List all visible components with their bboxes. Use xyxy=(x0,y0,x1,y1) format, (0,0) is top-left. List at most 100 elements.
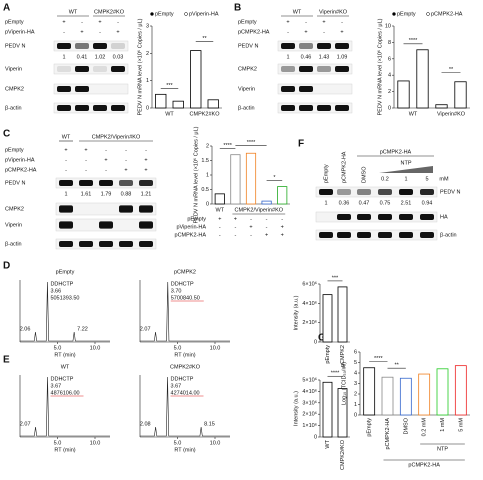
x-tick-label: pEmpty xyxy=(367,418,373,437)
blot-membrane xyxy=(277,102,353,114)
y-tick-label: 2 xyxy=(146,51,149,57)
band-label: CMPK2 xyxy=(238,66,257,72)
band-density: 1.02 xyxy=(95,54,106,60)
row-label: pCMPK2-HA xyxy=(238,29,270,35)
band-density: 1.09 xyxy=(337,54,348,60)
bar xyxy=(337,388,348,438)
group-label: CMPK2/Viperin#KO xyxy=(235,207,284,213)
blot-band xyxy=(79,205,93,212)
x-tick-label: pEmpty xyxy=(325,345,331,364)
y-tick-label: 1 xyxy=(354,402,357,408)
minor-peak-rt: 2.07 xyxy=(140,326,151,332)
x-tick-label: CMPK2#KO xyxy=(190,111,221,117)
dose-wedge xyxy=(379,166,433,173)
blot-band xyxy=(57,105,71,111)
peak-area: 5700840.50 xyxy=(171,295,200,301)
blot-band xyxy=(119,241,133,247)
minor-peak-rt: 2.08 xyxy=(140,421,151,427)
row-mark: + xyxy=(98,19,101,25)
y-tick-label: 6 xyxy=(388,56,391,62)
blot-band xyxy=(79,221,93,228)
chromatogram-trace xyxy=(140,376,230,437)
band-density: 1.61 xyxy=(81,191,92,197)
bar xyxy=(261,200,272,205)
blot-header: WT xyxy=(69,9,78,15)
blot-band xyxy=(281,66,295,72)
y-tick-label: 3 xyxy=(354,381,357,387)
condition-mark: + xyxy=(281,232,284,238)
row-mark: + xyxy=(144,167,147,173)
band-density: 0.03 xyxy=(113,54,124,60)
y-tick-label: 4 xyxy=(354,370,357,376)
blot-band xyxy=(281,86,295,92)
x-tick-label: WT xyxy=(325,439,331,448)
legend-label: pCMPK2-HA xyxy=(431,11,463,17)
band-density: 0.75 xyxy=(380,200,391,206)
bar xyxy=(436,368,449,416)
bar xyxy=(399,377,412,416)
bar xyxy=(190,50,202,109)
y-axis-label: Intensity (a.u.) xyxy=(293,295,299,330)
blot-header: CMPK2#KO xyxy=(94,9,125,15)
bar xyxy=(155,93,167,109)
y-tick-label: 8 xyxy=(388,40,391,46)
blot-band xyxy=(335,86,349,92)
row-mark: - xyxy=(305,19,307,25)
blot-band xyxy=(99,221,113,229)
significance-label: ** xyxy=(449,67,454,73)
blot-band xyxy=(139,241,153,247)
legend-marker xyxy=(392,12,396,16)
blot-membrane xyxy=(53,102,129,114)
row-mark: + xyxy=(80,29,83,35)
blot-band xyxy=(378,232,392,238)
blot-band xyxy=(93,66,107,72)
y-tick-label: 0 xyxy=(206,201,209,207)
peak-rt: 3.67 xyxy=(171,383,182,389)
row-mark: - xyxy=(105,167,107,173)
y-tick-label: 5 xyxy=(354,360,357,366)
row-mark: + xyxy=(62,19,65,25)
band-density: 0.36 xyxy=(339,200,350,206)
row-mark: - xyxy=(85,167,87,173)
peak-area: 4274014.00 xyxy=(171,390,200,396)
x-axis-label: RT (min) xyxy=(54,447,75,453)
band-density: 1.43 xyxy=(319,54,330,60)
blot-band xyxy=(335,105,349,111)
panel-label: F xyxy=(298,139,304,150)
x-tick-label: 0.2 mM xyxy=(422,418,428,437)
band-density: 1 xyxy=(286,54,289,60)
blot-band xyxy=(93,105,107,111)
group-label: pCMPK2-HA xyxy=(408,462,440,468)
blot-band xyxy=(337,232,351,238)
band-label: PEDV N xyxy=(238,43,259,49)
chromatogram-title: pEmpty xyxy=(56,269,75,275)
blot-band xyxy=(59,205,73,213)
band-density: 2.51 xyxy=(401,200,412,206)
band-label: PEDV N xyxy=(5,180,26,186)
legend-marker xyxy=(150,12,154,16)
significance-label: **** xyxy=(223,143,232,149)
peak-compound: DDHCTP xyxy=(51,376,74,382)
blot-band xyxy=(399,214,413,220)
y-tick-label: 0 xyxy=(314,339,317,345)
band-label: β-actin xyxy=(5,105,22,111)
significance-label: **** xyxy=(247,140,256,146)
blot-band xyxy=(337,189,351,195)
blot-band xyxy=(399,232,413,238)
legend-marker xyxy=(426,12,430,16)
y-tick-label: 10 xyxy=(385,23,391,29)
blot-band xyxy=(335,43,349,49)
blot-band xyxy=(111,66,125,72)
peak-area: 5051393.50 xyxy=(50,295,79,301)
band-density: 1 xyxy=(324,200,327,206)
blot-band xyxy=(79,180,93,186)
x-tick-label: 5.0 xyxy=(54,345,62,351)
condition-mark: + xyxy=(281,224,284,230)
blot-membrane xyxy=(315,186,438,198)
y-axis-label: PEDV N mRNA level (×10⁶ Copies / μL) xyxy=(136,18,143,115)
blot-band xyxy=(119,180,133,186)
minor-peak-rt: 2.06 xyxy=(20,326,31,332)
lane-label: pCMPK2-HA xyxy=(341,151,347,183)
blot-band xyxy=(59,180,73,186)
peak-area: 4876106.00 xyxy=(51,390,80,396)
